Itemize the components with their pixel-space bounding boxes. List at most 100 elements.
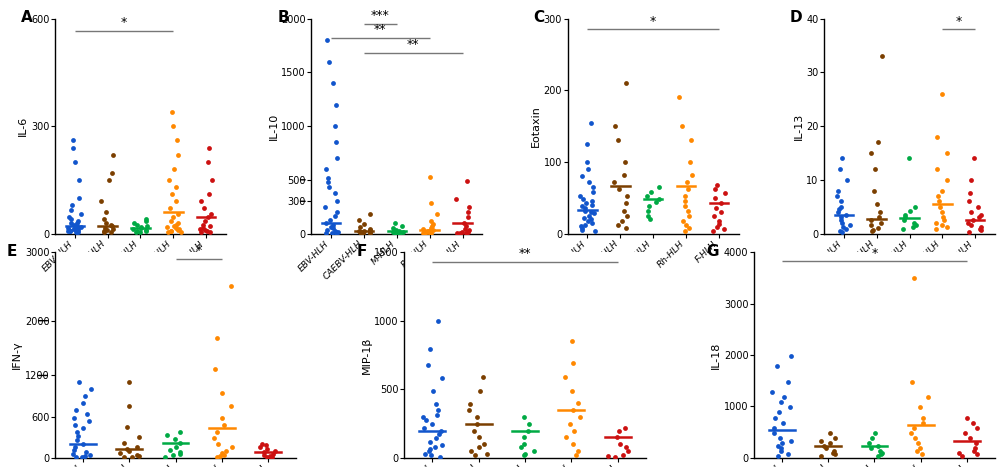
Point bbox=[939, 176, 955, 184]
Point bbox=[67, 158, 83, 166]
Point bbox=[129, 451, 145, 459]
Point bbox=[193, 198, 209, 205]
Point bbox=[577, 205, 593, 212]
Point bbox=[915, 414, 931, 421]
Point bbox=[833, 213, 849, 221]
Y-axis label: IL-6: IL-6 bbox=[18, 116, 28, 136]
Point bbox=[902, 207, 918, 215]
Point bbox=[395, 228, 411, 236]
Point bbox=[827, 450, 843, 458]
Point bbox=[73, 223, 89, 231]
Point bbox=[619, 192, 635, 200]
Point bbox=[516, 452, 532, 459]
Point bbox=[385, 224, 401, 232]
Point bbox=[520, 427, 536, 434]
Point bbox=[433, 427, 449, 435]
Point bbox=[681, 212, 697, 219]
Point bbox=[526, 447, 542, 455]
Point bbox=[677, 227, 693, 235]
Point bbox=[224, 444, 240, 451]
Point bbox=[392, 229, 408, 237]
Point bbox=[611, 185, 627, 193]
Point bbox=[870, 138, 886, 146]
Point bbox=[138, 215, 154, 223]
Point bbox=[264, 453, 280, 460]
Point bbox=[421, 448, 437, 455]
Point bbox=[321, 184, 337, 191]
Point bbox=[617, 158, 633, 166]
Point bbox=[385, 228, 401, 236]
Point bbox=[564, 387, 580, 394]
Point bbox=[471, 443, 487, 451]
Point bbox=[617, 424, 633, 432]
Point bbox=[262, 452, 278, 460]
Text: *: * bbox=[956, 14, 962, 28]
Point bbox=[711, 220, 727, 228]
Point bbox=[707, 194, 723, 201]
Point bbox=[362, 228, 378, 236]
Point bbox=[101, 176, 117, 184]
Point bbox=[70, 432, 86, 439]
Point bbox=[173, 228, 189, 235]
Point bbox=[70, 226, 86, 234]
Point bbox=[929, 165, 945, 173]
Point bbox=[709, 181, 725, 189]
Point bbox=[607, 122, 623, 130]
Point bbox=[415, 229, 431, 236]
Point bbox=[78, 448, 94, 456]
Point bbox=[866, 187, 882, 194]
Point bbox=[476, 440, 492, 448]
Point bbox=[684, 171, 700, 178]
Point bbox=[580, 217, 596, 224]
Point bbox=[456, 219, 472, 226]
Point bbox=[210, 440, 226, 448]
Text: ***: *** bbox=[371, 9, 390, 22]
Point bbox=[587, 227, 603, 235]
Point bbox=[620, 447, 636, 455]
Point bbox=[677, 203, 693, 210]
Point bbox=[863, 149, 879, 156]
Point bbox=[200, 158, 216, 166]
Point bbox=[209, 334, 225, 341]
Point bbox=[557, 373, 573, 381]
Point bbox=[172, 450, 188, 457]
Point bbox=[356, 227, 372, 234]
Point bbox=[430, 317, 446, 325]
Point bbox=[776, 393, 792, 401]
Point bbox=[782, 403, 798, 411]
Point bbox=[832, 227, 848, 234]
Point bbox=[816, 442, 832, 450]
Point bbox=[973, 223, 989, 231]
Point bbox=[254, 440, 270, 448]
Point bbox=[574, 172, 590, 180]
Point bbox=[77, 392, 93, 400]
Point bbox=[775, 419, 791, 426]
Point bbox=[67, 421, 83, 429]
Point bbox=[610, 221, 626, 229]
Point bbox=[516, 434, 532, 441]
Point bbox=[614, 217, 630, 224]
Point bbox=[616, 207, 632, 214]
Point bbox=[422, 446, 438, 453]
Text: E: E bbox=[7, 244, 17, 259]
Point bbox=[163, 227, 179, 234]
Text: A: A bbox=[21, 10, 33, 25]
Point bbox=[218, 447, 234, 454]
Point bbox=[168, 198, 184, 205]
Point bbox=[422, 346, 438, 353]
Point bbox=[578, 200, 594, 207]
Point bbox=[71, 194, 87, 201]
Point bbox=[457, 225, 473, 233]
Point bbox=[129, 443, 145, 451]
Point bbox=[679, 178, 695, 186]
Point bbox=[93, 198, 109, 205]
Point bbox=[323, 223, 339, 230]
Point bbox=[479, 450, 495, 458]
Point bbox=[416, 228, 432, 236]
Point bbox=[969, 450, 985, 458]
Text: *: * bbox=[196, 244, 202, 257]
Point bbox=[577, 221, 593, 229]
Point bbox=[133, 223, 149, 231]
Text: *: * bbox=[650, 14, 656, 28]
Point bbox=[576, 214, 592, 221]
